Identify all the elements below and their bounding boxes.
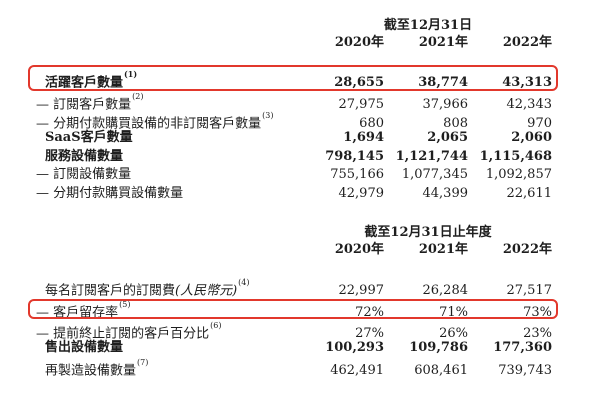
row-label: — 訂閱客戶數量(2) — [36, 92, 300, 115]
footnote-marker: (2) — [132, 92, 144, 101]
row-label-text: 活躍客戶數量 — [45, 75, 124, 91]
value-2022: 739,743 — [498, 362, 552, 378]
value-2020: 22,997 — [338, 283, 385, 299]
value-2020: 1,694 — [343, 130, 384, 145]
table-row-subscription-devices: — 訂閱設備數量 755,166 1,077,345 1,092,857 — [0, 166, 600, 185]
year-header-row: 2020年 2021年 2022年 — [0, 241, 600, 258]
value-2021: 608,461 — [414, 362, 468, 378]
row-label: 活躍客戶數量(1) — [45, 64, 300, 97]
row-label: — 客戶留存率(5) — [36, 298, 300, 324]
row-label-text: — 提前終止訂閱的客戶百分比 — [36, 325, 210, 341]
period-header: 截至12月31日 — [383, 18, 473, 33]
table-row-active-customers: 活躍客戶數量(1) 28,655 38,774 43,313 — [0, 64, 600, 92]
value-2021: 37,966 — [422, 97, 469, 113]
value-2021: 1,077,345 — [401, 167, 468, 182]
value-2021: 2,065 — [427, 130, 468, 145]
footnote-marker: (7) — [137, 357, 149, 367]
value-2022: 1,115,468 — [479, 148, 552, 164]
table-row-saas-customers: SaaS客戶數量 1,694 2,065 2,060 — [0, 129, 600, 148]
value-2022: 22,611 — [506, 185, 553, 201]
value-2020: 798,145 — [325, 148, 384, 164]
year-header-2020: 2020年 — [334, 35, 384, 50]
row-label: — 訂閱設備數量 — [36, 166, 300, 185]
table-row-customer-retention: — 客戶留存率(5) 72% 71% 73% — [0, 298, 600, 320]
table-row-early-termination: — 提前終止訂閱的客戶百分比(6) 27% 26% 23% — [0, 321, 600, 341]
row-label-text: — 分期付款購買設備的非訂閱客戶數量 — [36, 115, 262, 131]
table-row-serviced-devices: 服務設備數量 798,145 1,121,744 1,115,468 — [0, 148, 600, 167]
row-label-text: 服務設備數量 — [45, 148, 124, 164]
value-2020: 27,975 — [338, 97, 385, 113]
value-2021: 1,121,744 — [395, 148, 468, 164]
table-customer-metrics: 截至12月31日 2020年 2021年 2022年 活躍客戶數量(1) 28,… — [0, 18, 600, 204]
value-2022: 43,313 — [502, 75, 552, 91]
row-label: 服務設備數量 — [45, 148, 300, 167]
year-header-row: 2020年 2021年 2022年 — [0, 34, 600, 51]
value-2022: 970 — [527, 115, 552, 131]
value-2020: 755,166 — [330, 167, 384, 182]
period-header: 截至12月31日止年度 — [364, 225, 492, 240]
value-2020: 100,293 — [325, 340, 384, 355]
row-label-text: — 訂閱客戶數量 — [36, 97, 132, 113]
row-label-text: 售出設備數量 — [45, 340, 124, 355]
row-label: 售出設備數量 — [45, 339, 300, 358]
row-label: SaaS客戶數量 — [45, 129, 300, 148]
row-label-text: 每名訂閱客戶的訂閱費 — [45, 283, 176, 299]
value-2022: 23% — [523, 325, 552, 341]
value-2022: 42,343 — [506, 97, 553, 113]
table-row-devices-sold: 售出設備數量 100,293 109,786 177,360 — [0, 339, 600, 358]
value-2022: 27,517 — [506, 283, 553, 299]
value-2021: 26% — [439, 325, 468, 341]
value-2022: 73% — [523, 304, 552, 320]
footnote-marker: (6) — [210, 320, 222, 330]
value-2021: 44,399 — [422, 185, 469, 201]
value-2020: 42,979 — [338, 185, 385, 201]
year-header-2022: 2022年 — [502, 35, 552, 50]
row-label-text: 再製造設備數量 — [45, 362, 137, 378]
row-label: — 分期付款購買設備數量 — [36, 185, 300, 204]
header-gap — [0, 258, 600, 278]
value-2022: 1,092,857 — [485, 167, 552, 182]
value-2021: 71% — [439, 304, 468, 320]
row-label-text: SaaS客戶數量 — [45, 130, 133, 145]
row-label: — 提前終止訂閱的客戶百分比(6) — [36, 321, 300, 344]
value-2022: 2,060 — [511, 130, 552, 145]
value-2021: 38,774 — [418, 75, 468, 91]
header-gap — [0, 51, 600, 64]
row-label: 每名訂閱客戶的訂閱費(人民幣元)(4) — [45, 278, 300, 301]
footnote-marker: (5) — [119, 299, 131, 309]
year-header-2021: 2021年 — [418, 35, 468, 50]
year-header-2020: 2020年 — [334, 242, 384, 257]
value-2020: 680 — [359, 115, 384, 131]
value-2020: 462,491 — [330, 362, 384, 378]
value-2020: 28,655 — [334, 75, 384, 91]
table-row-installment-nosub-customers: — 分期付款購買設備的非訂閱客戶數量(3) 680 808 970 — [0, 111, 600, 131]
footnote-marker: (4) — [238, 278, 250, 287]
table-row-remanufactured-devices: 再製造設備數量(7) 462,491 608,461 739,743 — [0, 358, 600, 378]
value-2020: 27% — [355, 325, 384, 341]
value-2021: 109,786 — [409, 340, 468, 355]
value-2022: 177,360 — [493, 340, 552, 355]
value-2021: 26,284 — [422, 283, 469, 299]
footnote-marker: (1) — [124, 69, 138, 79]
table-row-subscription-customers: — 訂閱客戶數量(2) 27,975 37,966 42,343 — [0, 92, 600, 112]
footnote-marker: (3) — [262, 110, 274, 120]
table-row-installment-devices: — 分期付款購買設備數量 42,979 44,399 22,611 — [0, 185, 600, 204]
value-2021: 808 — [443, 115, 468, 131]
row-label-text: — 訂閱設備數量 — [36, 167, 132, 182]
table-row-subscription-fee: 每名訂閱客戶的訂閱費(人民幣元)(4) 22,997 26,284 27,517 — [0, 278, 600, 298]
row-label-currency-note: (人民幣元) — [175, 283, 238, 299]
row-label-text: — 分期付款購買設備數量 — [36, 185, 184, 201]
row-label: — 分期付款購買設備的非訂閱客戶數量(3) — [36, 111, 300, 134]
row-label: 再製造設備數量(7) — [45, 358, 300, 381]
year-header-2022: 2022年 — [502, 242, 552, 257]
value-2020: 72% — [355, 304, 384, 320]
year-header-2021: 2021年 — [418, 242, 468, 257]
row-label-text: — 客戶留存率 — [36, 304, 119, 320]
table-subscription-metrics: 截至12月31日止年度 2020年 2021年 2022年 每名訂閱客戶的訂閱費… — [0, 203, 600, 378]
